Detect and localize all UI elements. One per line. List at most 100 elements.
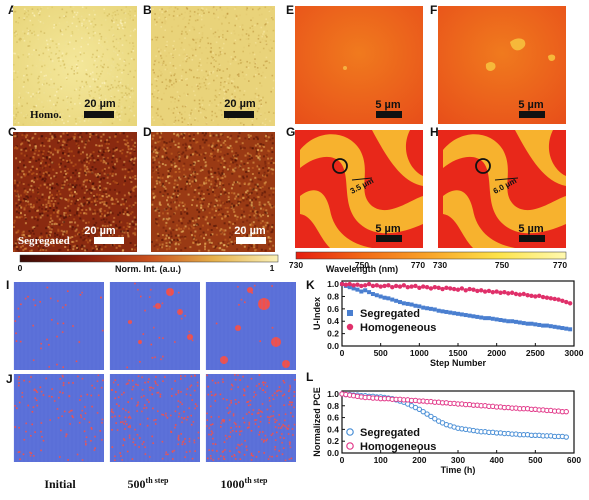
data-point [432,284,437,290]
series-homogeneous [339,281,573,306]
scalebar-g [376,235,402,242]
colorbar-wavelength-max-2: 770 [553,260,567,270]
simulation-grid [13,282,296,462]
scalebar-a [84,111,114,118]
data-point [405,284,410,290]
data-point [451,286,457,292]
panel-h: H 6.0 µm 5 µm [430,125,566,248]
marker-circle-g [332,158,348,174]
data-point [420,408,426,415]
colorbar-wavelength: 730 750 770 730 750 770 Wavelength (nm) [289,251,567,274]
y-tick-label: 0.2 [327,436,339,446]
data-point [467,313,472,318]
y-tick-label: 0.0 [327,341,339,351]
data-point [363,288,368,293]
data-point [459,286,465,291]
data-point [456,311,460,316]
data-point [405,301,410,306]
data-point [424,411,430,417]
panel-label-l: L [306,370,313,384]
data-point [401,301,406,306]
data-point [521,291,526,297]
data-point [428,306,433,311]
y-axis-label: Normalized PCE [312,387,322,457]
data-point [401,283,407,288]
data-point [517,320,522,325]
data-point [537,293,542,299]
legend-label: Homogeneous [360,441,436,453]
measure-line-g [351,177,373,181]
scalebar-h [519,235,545,242]
data-point [502,318,507,323]
data-point [432,416,438,422]
sim-panel-3 [14,374,104,462]
y-tick-label: 1.0 [327,389,339,399]
data-point [498,290,503,295]
colorbar-wavelength-mid-1: 750 [355,260,369,270]
data-point [417,304,422,309]
data-point [436,285,441,291]
data-point [567,301,573,306]
data-point [436,308,441,313]
data-point [521,321,526,326]
legend-label: Homogeneous [360,322,436,334]
data-point [540,294,546,300]
y-tick-label: 1.0 [327,279,339,289]
panel-label-j: J [6,372,13,386]
x-tick-label: 2500 [526,348,545,358]
data-point [367,290,372,295]
data-point [382,295,387,300]
data-point [455,287,461,292]
x-tick-label: 2000 [487,348,506,358]
data-point [347,281,352,287]
grain-f2 [485,62,496,71]
legend-label: Segregated [360,308,420,320]
x-tick-label: 300 [451,455,465,465]
data-point [563,434,569,440]
colorbar-wavelength-label: Wavelength (nm) [326,264,398,274]
data-point [568,327,573,332]
data-point [393,283,399,289]
data-point [537,322,542,327]
data-point [351,283,356,288]
y-axis-label: U-Index [312,297,322,330]
x-axis-label: Time (h) [441,465,476,475]
scalebar-label-d: 20 µm [234,225,266,237]
data-point [374,283,379,288]
stripe-g2 [300,190,372,248]
caption-500-step: 500th step [128,476,169,491]
x-tick-label: 500 [374,348,388,358]
data-point [355,287,360,292]
data-point [564,326,569,331]
data-point [475,314,480,319]
map-image-f [438,6,566,124]
data-point [386,283,391,288]
scalebar-label-g: 5 µm [375,223,401,235]
scalebar-label-a: 20 µm [84,98,116,110]
data-point [467,286,472,292]
data-point [475,288,480,294]
data-point [502,289,507,295]
colorbar-wavelength-mid-2: 750 [495,260,509,270]
data-point [564,299,569,305]
scalebar-f [519,111,545,118]
panel-label-g: G [286,125,295,139]
colorbar-intensity-bar [19,254,279,263]
panel-f: F 5 µm [430,3,566,124]
data-point [421,305,426,310]
data-point [366,281,372,287]
data-point [463,288,468,293]
grain-f1 [510,38,526,51]
scalebar-label-f: 5 µm [518,99,544,111]
stripe-g3 [372,130,423,186]
data-point [525,321,530,326]
data-point [471,287,476,292]
panel-a: A Homo. 20 µm [8,3,137,126]
data-point [513,291,519,297]
panel-label-f: F [430,3,437,17]
data-point [370,283,376,289]
colorbar-wavelength-min-2: 730 [433,260,447,270]
y-tick-label: 0.6 [327,413,339,423]
data-point [382,283,387,289]
